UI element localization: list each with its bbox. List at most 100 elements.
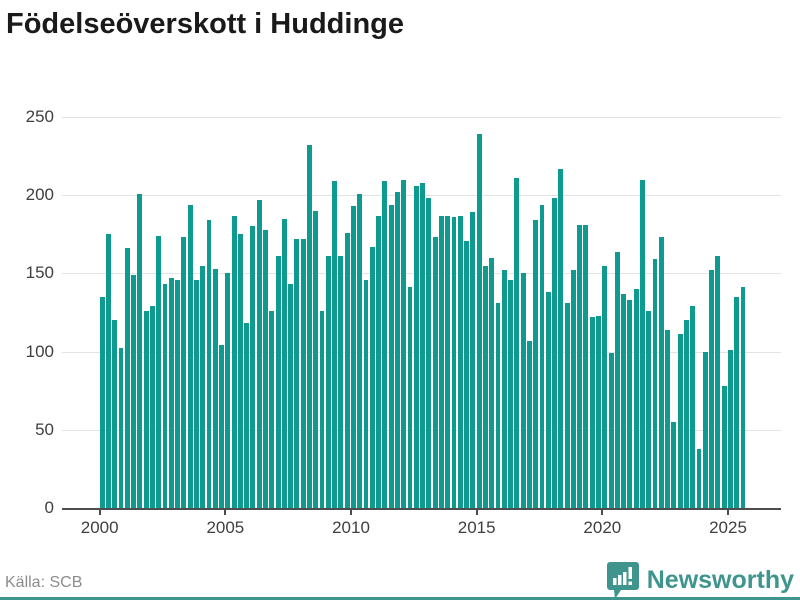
bar — [319, 310, 325, 508]
bar — [162, 284, 168, 508]
bar — [608, 353, 614, 508]
bar — [721, 386, 727, 508]
bar — [344, 232, 350, 508]
bar — [457, 215, 463, 508]
x-axis-tick — [350, 508, 353, 515]
bar — [300, 239, 306, 508]
bar — [432, 237, 438, 508]
bar — [438, 215, 444, 508]
x-axis-tick — [475, 508, 478, 515]
bar — [338, 256, 344, 508]
bar — [445, 215, 451, 508]
bar — [357, 193, 363, 508]
bar — [671, 421, 677, 508]
bar — [640, 179, 645, 508]
bar — [237, 234, 243, 508]
bar — [614, 251, 620, 508]
bar — [168, 278, 174, 508]
bar — [482, 265, 488, 508]
bar — [514, 178, 520, 508]
bar — [602, 265, 608, 508]
bar — [156, 235, 162, 508]
bar — [181, 237, 187, 508]
bar — [351, 206, 356, 508]
bar — [684, 320, 689, 508]
x-axis-tick-label: 2010 — [332, 518, 370, 537]
bar — [583, 224, 589, 508]
bar — [269, 310, 275, 508]
y-axis-tick-label: 0 — [44, 498, 54, 517]
bar — [307, 145, 312, 508]
y-gridline — [62, 117, 781, 118]
bar — [520, 273, 526, 508]
x-axis-tick — [224, 508, 227, 515]
bar — [143, 310, 149, 508]
bar — [526, 340, 532, 508]
bar — [250, 226, 256, 508]
bar — [275, 256, 281, 508]
y-axis-tick-label: 200 — [25, 185, 54, 205]
bar — [244, 323, 250, 508]
newsworthy-wordmark: Newsworthy — [646, 565, 794, 594]
bar — [388, 204, 394, 508]
bar — [124, 248, 130, 508]
bar — [206, 220, 212, 508]
bar — [187, 204, 193, 508]
bar — [545, 292, 551, 508]
bar — [658, 237, 664, 508]
bar — [105, 234, 111, 508]
x-axis-tick-label: 2025 — [709, 518, 747, 537]
bar — [696, 448, 702, 508]
bar — [231, 215, 237, 508]
bar — [552, 198, 557, 508]
bar — [395, 192, 400, 508]
bar — [313, 210, 319, 508]
bar — [149, 306, 155, 508]
bar — [112, 320, 118, 508]
bar — [382, 181, 388, 508]
bar — [175, 279, 180, 508]
bar — [263, 229, 268, 508]
bar — [281, 218, 287, 508]
bar — [99, 296, 105, 508]
bar — [413, 185, 419, 508]
bar — [470, 212, 476, 508]
bar — [570, 270, 576, 508]
bar — [665, 329, 671, 508]
bar — [627, 300, 633, 508]
y-axis-tick-label: 100 — [25, 341, 54, 361]
bar — [596, 315, 601, 508]
bar — [451, 217, 457, 508]
bar — [508, 279, 513, 508]
bar — [533, 220, 539, 508]
newsworthy-badge-icon — [606, 561, 639, 599]
x-axis-tick-label: 2005 — [206, 518, 245, 537]
bar — [489, 257, 495, 508]
bar — [558, 168, 564, 508]
y-axis-tick-label: 50 — [35, 419, 54, 439]
source-label: Källa: SCB — [5, 574, 83, 591]
bar — [288, 284, 294, 508]
bar — [577, 224, 583, 508]
bar — [401, 179, 407, 508]
bar — [212, 268, 218, 508]
bar — [709, 270, 715, 508]
x-axis-tick — [727, 508, 729, 515]
bar — [294, 239, 300, 508]
x-axis-tick-label: 2020 — [583, 518, 622, 537]
bar — [702, 351, 708, 508]
bar — [495, 303, 501, 508]
bar — [363, 279, 369, 508]
y-axis-tick-label: 250 — [25, 107, 54, 126]
bottom-accent-bar — [0, 597, 800, 600]
bar — [621, 293, 627, 508]
bar — [332, 181, 338, 508]
bar — [690, 306, 696, 508]
bar — [715, 256, 721, 508]
x-axis-tick — [98, 508, 101, 515]
x-axis-tick-label: 2000 — [80, 518, 119, 537]
bar — [426, 198, 432, 508]
bar — [376, 215, 382, 508]
chart-title: Födelseöverskott i Huddinge — [6, 8, 404, 40]
bar — [633, 289, 639, 508]
